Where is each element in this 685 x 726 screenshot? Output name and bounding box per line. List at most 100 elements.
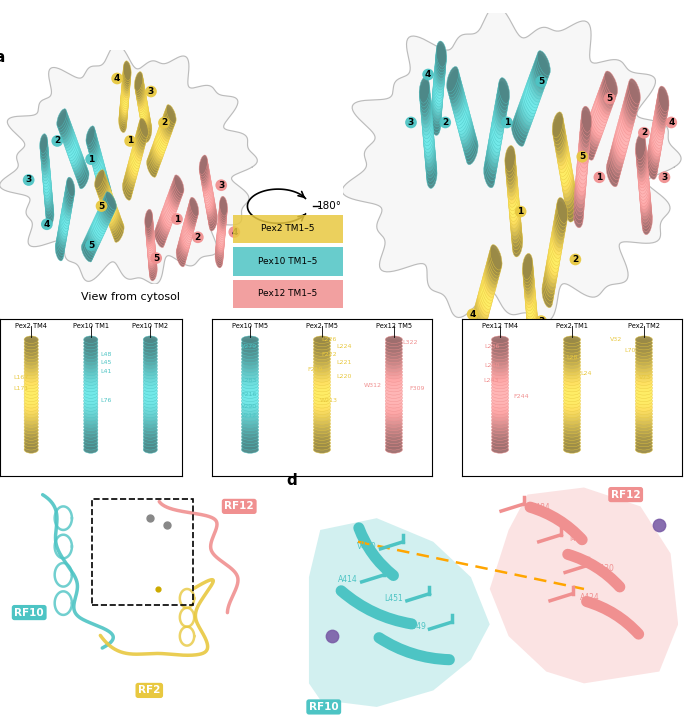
Ellipse shape — [220, 196, 227, 216]
Ellipse shape — [461, 121, 473, 147]
Ellipse shape — [635, 430, 653, 437]
Ellipse shape — [621, 106, 633, 131]
Ellipse shape — [184, 220, 192, 240]
Text: V73: V73 — [639, 375, 651, 380]
Ellipse shape — [579, 134, 589, 160]
Ellipse shape — [207, 200, 215, 219]
Ellipse shape — [241, 365, 259, 372]
Ellipse shape — [313, 407, 331, 415]
Ellipse shape — [164, 202, 174, 221]
Ellipse shape — [530, 71, 543, 96]
Ellipse shape — [635, 362, 653, 370]
Ellipse shape — [45, 197, 53, 217]
Ellipse shape — [219, 211, 226, 231]
Ellipse shape — [86, 126, 95, 145]
Ellipse shape — [313, 401, 331, 408]
Ellipse shape — [188, 201, 197, 221]
Ellipse shape — [66, 177, 75, 197]
Ellipse shape — [241, 446, 259, 453]
Point — [162, 520, 173, 531]
Ellipse shape — [71, 147, 81, 166]
Ellipse shape — [64, 193, 72, 213]
Ellipse shape — [512, 227, 523, 253]
Ellipse shape — [156, 224, 166, 243]
Ellipse shape — [456, 103, 469, 129]
Ellipse shape — [78, 167, 88, 187]
Ellipse shape — [241, 375, 259, 382]
Ellipse shape — [143, 426, 158, 434]
Ellipse shape — [241, 430, 259, 437]
Ellipse shape — [491, 378, 509, 386]
Ellipse shape — [640, 187, 651, 213]
Ellipse shape — [655, 106, 666, 131]
Ellipse shape — [202, 174, 211, 193]
Ellipse shape — [24, 423, 38, 431]
Ellipse shape — [642, 208, 652, 234]
Ellipse shape — [656, 97, 667, 123]
Ellipse shape — [313, 388, 331, 395]
Text: 5: 5 — [606, 94, 613, 103]
Ellipse shape — [555, 126, 566, 152]
Ellipse shape — [613, 137, 625, 163]
Ellipse shape — [491, 436, 509, 444]
Ellipse shape — [103, 195, 114, 213]
Ellipse shape — [475, 299, 488, 325]
Ellipse shape — [66, 180, 75, 200]
Ellipse shape — [313, 384, 331, 392]
Ellipse shape — [651, 123, 662, 149]
Ellipse shape — [99, 181, 109, 200]
Ellipse shape — [385, 446, 403, 453]
Ellipse shape — [536, 54, 549, 78]
Ellipse shape — [139, 118, 149, 137]
Ellipse shape — [119, 106, 127, 126]
Ellipse shape — [563, 446, 581, 453]
Ellipse shape — [524, 272, 534, 298]
Ellipse shape — [625, 92, 637, 118]
Ellipse shape — [143, 384, 158, 392]
Ellipse shape — [491, 343, 509, 350]
Ellipse shape — [200, 162, 209, 182]
Ellipse shape — [143, 355, 158, 363]
Ellipse shape — [143, 339, 158, 346]
Ellipse shape — [649, 139, 660, 166]
Ellipse shape — [625, 89, 638, 115]
Ellipse shape — [101, 187, 111, 206]
Ellipse shape — [452, 88, 464, 113]
Ellipse shape — [520, 98, 533, 123]
Ellipse shape — [95, 213, 106, 232]
Text: F216: F216 — [241, 392, 257, 397]
Ellipse shape — [208, 204, 216, 224]
Text: L322: L322 — [402, 340, 417, 345]
Ellipse shape — [143, 343, 158, 350]
Ellipse shape — [494, 106, 505, 131]
Ellipse shape — [73, 152, 82, 171]
Ellipse shape — [122, 76, 130, 96]
Ellipse shape — [121, 85, 129, 105]
Ellipse shape — [241, 417, 259, 424]
Ellipse shape — [486, 152, 497, 177]
Ellipse shape — [463, 127, 475, 152]
Ellipse shape — [84, 355, 98, 363]
Ellipse shape — [628, 78, 640, 104]
Text: 4: 4 — [44, 220, 50, 229]
Ellipse shape — [75, 160, 86, 179]
Ellipse shape — [61, 209, 69, 229]
Ellipse shape — [563, 355, 581, 363]
Ellipse shape — [140, 102, 148, 121]
Ellipse shape — [573, 202, 583, 228]
Ellipse shape — [151, 145, 162, 164]
Ellipse shape — [152, 143, 162, 162]
Ellipse shape — [641, 199, 651, 225]
Ellipse shape — [206, 195, 214, 215]
Ellipse shape — [563, 410, 581, 417]
Ellipse shape — [93, 218, 104, 236]
Ellipse shape — [84, 423, 98, 431]
Ellipse shape — [491, 443, 509, 450]
Text: 3: 3 — [661, 173, 668, 182]
Ellipse shape — [155, 136, 164, 155]
Ellipse shape — [219, 209, 226, 229]
Point — [144, 513, 155, 524]
Ellipse shape — [510, 206, 521, 232]
Ellipse shape — [472, 311, 484, 337]
Text: L24: L24 — [581, 371, 593, 376]
